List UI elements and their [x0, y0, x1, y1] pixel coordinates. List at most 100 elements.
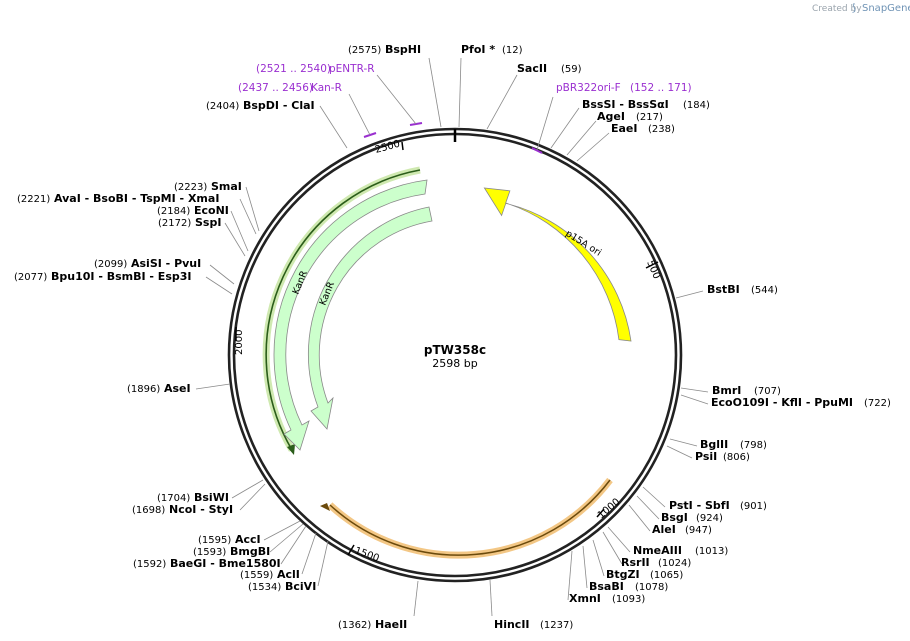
site-pos-bstbi: (544) [751, 285, 778, 296]
tick-500 [645, 261, 659, 269]
plasmid-size: 2598 bp [432, 357, 477, 370]
site-pos-bsabi: (1078) [635, 582, 668, 593]
site-pos-bcivi: (1534) [248, 582, 281, 593]
tick-1000 [596, 508, 605, 518]
site-pos-bsssi: (184) [683, 100, 710, 111]
highlight-line-left [265, 169, 421, 451]
site-name-pfoi[interactable]: PfoI * [461, 43, 495, 56]
site-name-bsiwi[interactable]: BsiWI [194, 491, 229, 504]
site-name-bcivi[interactable]: BciVI [285, 580, 316, 593]
site-pos-rsrii: (1024) [658, 558, 691, 569]
tick-label-1500: 1500 [353, 545, 381, 564]
site-pos-alei: (947) [685, 525, 712, 536]
tick-label-2000: 2000 [234, 330, 245, 355]
site-name-econi[interactable]: EcoNI [194, 204, 229, 217]
feature-label-kanr-1: KanR [291, 269, 311, 296]
site-pos-xmni: (1093) [612, 594, 645, 605]
feature-kanr-2[interactable] [308, 206, 433, 430]
site-pos-pfoi: (12) [502, 45, 523, 56]
site-name-bmri[interactable]: BmrI [712, 384, 741, 397]
site-name-eaei[interactable]: EaeI [611, 122, 638, 135]
site-pos-agei: (217) [636, 112, 663, 123]
site-pos-bglii: (798) [740, 440, 767, 451]
site-name-acli[interactable]: AclI [277, 568, 300, 581]
primer-lead-pentr-r [376, 74, 417, 125]
site-name-asei[interactable]: AseI [164, 382, 191, 395]
site-name-xmni[interactable]: XmnI [569, 592, 601, 605]
site-pos-asei: (1896) [127, 384, 160, 395]
site-name-acci[interactable]: AccI [235, 533, 261, 546]
site-pos-ecoo109i: (722) [864, 398, 891, 409]
site-leaders [195, 57, 709, 617]
site-name-btgzi[interactable]: BtgZI [606, 568, 640, 581]
site-pos-baegi: (1592) [133, 559, 166, 570]
site-pos-bspdi: (2404) [206, 101, 239, 112]
site-pos-psii: (806) [723, 452, 750, 463]
site-pos-sspi: (2172) [158, 218, 191, 229]
site-pos-eaei: (238) [648, 124, 675, 135]
primer-name-pbr322ori-f[interactable]: pBR322ori-F [556, 82, 621, 94]
site-name-nmeaiii[interactable]: NmeAIII [633, 544, 682, 557]
highlight-line-bottom [329, 479, 611, 556]
tick-label-1000: 1000 [596, 497, 623, 522]
site-pos-acli: (1559) [240, 570, 273, 581]
site-name-bsabi[interactable]: BsaBI [589, 580, 624, 593]
site-name-bglii[interactable]: BglII [700, 438, 728, 451]
site-name-bpu10i[interactable]: Bpu10I - BsmBI - Esp3I [51, 270, 192, 283]
primer-name-pentr-r[interactable]: pENTR-R [329, 63, 375, 75]
site-pos-btgzi: (1065) [650, 570, 683, 581]
site-name-bsssi[interactable]: BssSI - BssSαI [582, 98, 669, 111]
site-pos-econi: (2184) [157, 206, 190, 217]
site-name-hincii[interactable]: HincII [494, 618, 530, 631]
site-pos-bmri: (707) [754, 386, 781, 397]
site-name-sacii[interactable]: SacII [517, 62, 547, 75]
primer-lead-pbr322ori-f [536, 96, 554, 151]
feature-kanr-1[interactable] [273, 179, 428, 451]
site-name-asisi[interactable]: AsiSI - PvuI [131, 257, 201, 270]
tick-label-500: 500 [644, 259, 662, 281]
site-name-agei[interactable]: AgeI [597, 110, 625, 123]
primer-range-pentr-r: (2521 .. 2540) [256, 63, 331, 75]
site-name-avai[interactable]: AvaI - BsoBI - TspMI - XmaI [54, 192, 219, 205]
primer-range-kan-r: (2437 .. 2456) [238, 82, 313, 94]
site-name-ecoo109i[interactable]: EcoO109I - KflI - PpuMI [711, 396, 853, 409]
site-name-ncoi[interactable]: NcoI - StyI [169, 503, 233, 516]
site-name-bsgi[interactable]: BsgI [661, 511, 688, 524]
site-name-psti[interactable]: PstI - SbfI [669, 499, 730, 512]
primer-name-kan-r[interactable]: Kan-R [311, 82, 342, 94]
site-pos-bsphi: (2575) [348, 45, 381, 56]
site-name-baegi[interactable]: BaeGI - Bme1580I [170, 557, 281, 570]
site-pos-bsiwi: (1704) [157, 493, 190, 504]
site-pos-acci: (1595) [198, 535, 231, 546]
primer-range-pbr322ori-f: (152 .. 171) [630, 82, 692, 94]
site-name-smai[interactable]: SmaI [211, 180, 242, 193]
primer-mark-pbr322ori-f [531, 147, 543, 154]
site-pos-nmeaiii: (1013) [695, 546, 728, 557]
site-pos-haeii: (1362) [338, 620, 371, 631]
highlight-arrow-left [287, 444, 295, 455]
site-pos-avai: (2221) [17, 194, 50, 205]
site-pos-psti: (901) [740, 501, 767, 512]
site-pos-asisi: (2099) [94, 259, 127, 270]
site-name-bmgbi[interactable]: BmgBI [230, 545, 270, 558]
site-name-rsrii[interactable]: RsrII [621, 556, 650, 569]
site-pos-hincii: (1237) [540, 620, 573, 631]
site-name-haeii[interactable]: HaeII [375, 618, 407, 631]
site-name-psii[interactable]: PsiI [695, 450, 717, 463]
site-name-alei[interactable]: AleI [652, 523, 676, 536]
credit-brand: SnapGene [862, 3, 910, 14]
feature-p15a-ori[interactable] [483, 187, 632, 342]
site-name-bsphi[interactable]: BspHI [385, 43, 421, 56]
tick-1500 [347, 544, 355, 556]
site-name-sspi[interactable]: SspI [195, 216, 221, 229]
site-pos-ncoi: (1698) [132, 505, 165, 516]
tick-2500 [401, 141, 404, 151]
primer-lead-kan-r [348, 93, 371, 136]
plasmid-name: pTW358c [424, 343, 486, 357]
site-name-bspdi[interactable]: BspDI - ClaI [243, 99, 315, 112]
site-pos-bsgi: (924) [696, 513, 723, 524]
site-name-bstbi[interactable]: BstBI [707, 283, 740, 296]
site-pos-bmgbi: (1593) [193, 547, 226, 558]
site-pos-smai: (2223) [174, 182, 207, 193]
